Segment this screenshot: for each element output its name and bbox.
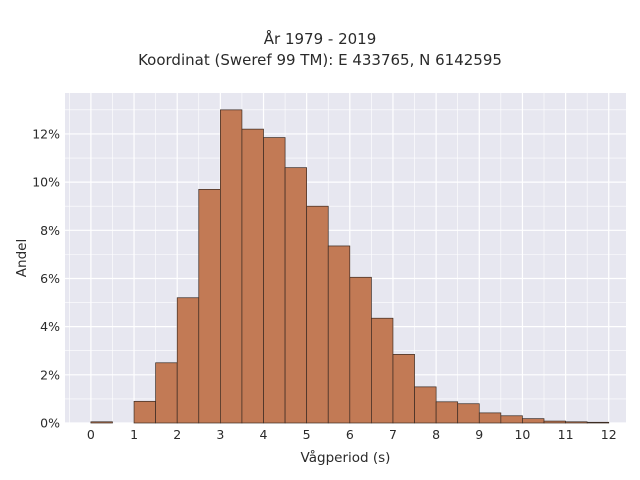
histogram-bar	[586, 421, 610, 424]
x-tick-label: 9	[475, 427, 483, 442]
y-tick-label: 2%	[40, 367, 60, 382]
y-tick-label: 8%	[40, 223, 60, 238]
y-tick-label: 4%	[40, 319, 60, 334]
histogram-bar	[284, 167, 308, 424]
chart-title: År 1979 - 2019	[263, 30, 377, 48]
x-tick-label: 2	[173, 427, 181, 442]
histogram-bar	[500, 415, 523, 424]
histogram-bar	[457, 403, 480, 424]
x-axis-label: Vågperiod (s)	[301, 449, 391, 466]
y-axis-ticks: 0% 2% 4% 6% 8% 10% 12%	[32, 126, 60, 430]
histogram-bar	[435, 401, 459, 424]
histogram-bar	[327, 245, 351, 424]
histogram-bar	[349, 276, 372, 424]
histogram-bar	[241, 128, 264, 424]
x-tick-label: 12	[601, 427, 617, 442]
x-tick-label: 1	[130, 427, 138, 442]
histogram-bar	[371, 317, 394, 424]
x-axis-ticks: 0 1 2 3 4 5 6 7 8 9 10 11 12	[87, 427, 617, 442]
histogram-bar	[220, 109, 243, 424]
chart-subtitle: Koordinat (Sweref 99 TM): E 433765, N 61…	[138, 51, 502, 69]
histogram-bar	[414, 386, 437, 424]
y-tick-label: 10%	[32, 175, 60, 190]
histogram-bar	[543, 420, 566, 424]
x-tick-label: 6	[346, 427, 354, 442]
histogram-bar	[90, 421, 113, 424]
histogram-bar	[263, 137, 286, 424]
histogram-bar	[522, 418, 545, 424]
x-tick-label: 8	[432, 427, 440, 442]
x-tick-label: 5	[303, 427, 311, 442]
x-tick-label: 11	[558, 427, 574, 442]
histogram-bar	[198, 189, 221, 424]
x-tick-label: 0	[87, 427, 95, 442]
bars	[90, 109, 610, 424]
y-tick-label: 12%	[32, 126, 60, 141]
histogram-bar	[565, 421, 588, 424]
x-tick-label: 7	[389, 427, 397, 442]
histogram-bar	[176, 297, 200, 424]
x-tick-label: 4	[260, 427, 268, 442]
histogram-bar	[155, 362, 178, 424]
histogram-bar	[392, 354, 415, 424]
histogram-bar	[306, 205, 329, 424]
x-tick-label: 10	[514, 427, 530, 442]
histogram-bar	[133, 400, 156, 424]
histogram-bar	[478, 412, 502, 424]
y-tick-label: 0%	[40, 416, 60, 431]
x-tick-label: 3	[216, 427, 224, 442]
y-axis-label: Andel	[14, 239, 30, 277]
y-tick-label: 6%	[40, 271, 60, 286]
